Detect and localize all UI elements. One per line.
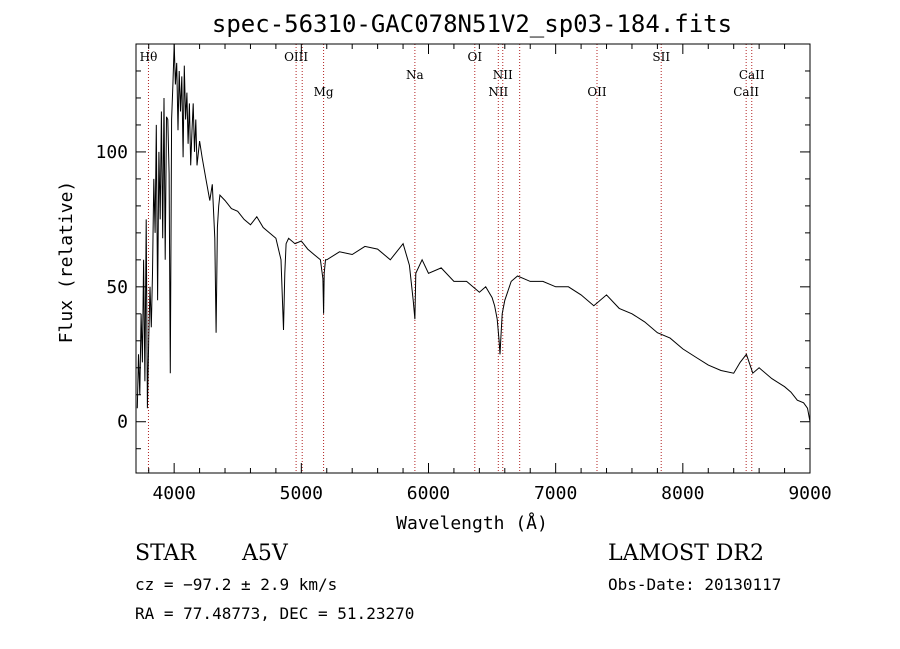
- y-tick-label: 100: [95, 142, 128, 163]
- x-tick-label: 9000: [788, 483, 831, 504]
- spectral-line-label: CaII: [739, 68, 765, 82]
- redshift-readout: cz = −97.2 ± 2.9 km/s: [135, 575, 337, 594]
- spectral-line-label: NII: [493, 68, 513, 82]
- object-class: STAR: [135, 541, 197, 566]
- observation-date: Obs-Date: 20130117: [608, 575, 781, 594]
- survey-label: LAMOST DR2: [608, 541, 764, 566]
- spectral-line-label: NII: [488, 85, 508, 99]
- y-tick-label: 0: [117, 412, 128, 433]
- spectral-line-label: Mg: [314, 85, 334, 99]
- spectral-line-label: OIII: [284, 50, 308, 64]
- spectral-line-label: OI: [467, 50, 482, 64]
- coordinates-readout: RA = 77.48773, DEC = 51.23270: [135, 604, 414, 623]
- chart-title: spec-56310-GAC078N51V2_sp03-184.fits: [212, 10, 732, 38]
- spectral-line-markers: [147, 44, 753, 473]
- x-tick-label: 4000: [152, 483, 195, 504]
- spectral-line-label: Na: [406, 68, 424, 82]
- spectral-line-label: SII: [652, 50, 670, 64]
- object-subclass: A5V: [241, 541, 289, 566]
- spectral-line-label: OII: [587, 85, 607, 99]
- x-tick-label: 8000: [661, 483, 704, 504]
- x-tick-label: 6000: [407, 483, 450, 504]
- spectrum-line: [136, 43, 811, 422]
- x-tick-label: 7000: [534, 483, 577, 504]
- y-axis-ticks: 0 50 100: [95, 70, 810, 450]
- x-tick-label: 5000: [280, 483, 323, 504]
- x-axis-ticks: 4000 5000 6000 7000 8000 9000: [148, 44, 832, 504]
- x-axis-label: Wavelength (Å): [396, 512, 548, 534]
- spectral-line-label: CaII: [733, 85, 759, 99]
- spectral-line-label: Hθ: [140, 50, 158, 64]
- spectral-line-labels: Hθ OIII Mg Na OI NII NII OII SII CaII CaII: [140, 50, 765, 99]
- y-tick-label: 50: [106, 277, 128, 298]
- y-axis-label: Flux (relative): [56, 181, 77, 344]
- plot-frame: [135, 43, 811, 474]
